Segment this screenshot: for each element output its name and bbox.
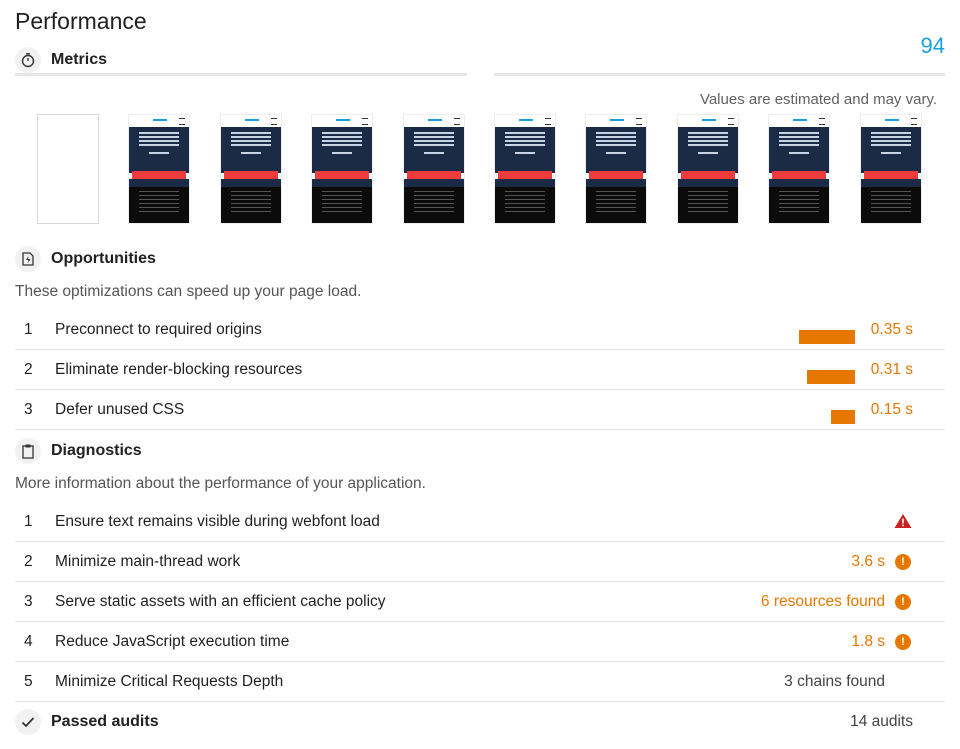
clipboard-icon — [15, 438, 41, 464]
row-value: 0.35 s — [870, 321, 913, 338]
filmstrip-frame — [677, 114, 739, 224]
diagnostics-heading: Diagnostics — [51, 442, 142, 459]
row-number: 1 — [24, 512, 33, 530]
row-label: Defer unused CSS — [55, 400, 185, 418]
filmstrip-frame — [585, 114, 647, 224]
row-number: 2 — [24, 552, 33, 570]
filmstrip-frame — [403, 114, 465, 224]
row-value: 3 chains found — [784, 673, 885, 690]
opportunity-row[interactable]: 2 Eliminate render-blocking resources 0.… — [15, 350, 945, 390]
savings-bar — [799, 330, 855, 344]
filmstrip-frame — [128, 114, 190, 224]
metrics-heading: Metrics — [51, 51, 108, 68]
savings-bar — [807, 370, 855, 384]
row-number: 3 — [24, 592, 33, 610]
row-number: 1 — [24, 320, 33, 338]
diagnostics-list: 1 Ensure text remains visible during web… — [15, 502, 945, 702]
row-value: 3.6 s — [851, 553, 885, 570]
diagnostic-row[interactable]: 3 Serve static assets with an efficient … — [15, 582, 945, 622]
info-icon: ! — [895, 594, 911, 610]
row-number: 3 — [24, 400, 33, 418]
metrics-divider-left — [15, 73, 467, 76]
diagnostics-header[interactable]: Diagnostics — [15, 438, 142, 464]
opportunities-header[interactable]: Opportunities — [15, 246, 156, 272]
diagnostic-row[interactable]: 5 Minimize Critical Requests Depth 3 cha… — [15, 662, 945, 702]
row-number: 4 — [24, 632, 33, 650]
filmstrip-frame — [311, 114, 373, 224]
opportunity-row[interactable]: 1 Preconnect to required origins 0.35 s — [15, 310, 945, 350]
row-value: 6 resources found — [760, 593, 885, 610]
opportunities-heading: Opportunities — [51, 250, 156, 267]
performance-score: 94 — [920, 33, 945, 58]
row-label: Minimize main-thread work — [55, 552, 241, 570]
diagnostic-row[interactable]: 4 Reduce JavaScript execution time 1.8 s… — [15, 622, 945, 662]
opportunities-description: These optimizations can speed up your pa… — [15, 283, 362, 300]
page-title: Performance — [15, 8, 147, 34]
row-number: 5 — [24, 672, 33, 690]
warning-triangle-icon — [894, 514, 912, 528]
row-value: 1.8 s — [851, 633, 885, 650]
filmstrip — [37, 114, 927, 224]
opportunities-list: 1 Preconnect to required origins 0.35 s … — [15, 310, 945, 430]
filmstrip-frame — [860, 114, 922, 224]
passed-audits-header[interactable]: Passed audits 14 audits — [15, 707, 945, 737]
savings-bar — [831, 410, 855, 424]
row-label: Eliminate render-blocking resources — [55, 360, 303, 378]
row-value: 0.31 s — [870, 361, 913, 378]
filmstrip-frame — [768, 114, 830, 224]
row-label: Reduce JavaScript execution time — [55, 632, 290, 650]
row-label: Minimize Critical Requests Depth — [55, 672, 284, 690]
row-number: 2 — [24, 360, 33, 378]
filmstrip-frame — [494, 114, 556, 224]
filmstrip-frame — [220, 114, 282, 224]
stopwatch-icon — [15, 47, 41, 73]
diagnostics-description: More information about the performance o… — [15, 475, 426, 492]
diagnostic-row[interactable]: 1 Ensure text remains visible during web… — [15, 502, 945, 542]
passed-audits-title: Passed audits — [15, 709, 159, 735]
metrics-header[interactable]: Metrics — [15, 47, 107, 73]
filmstrip-frame — [37, 114, 99, 224]
row-label: Serve static assets with an efficient ca… — [55, 592, 386, 610]
metrics-divider-right — [494, 73, 945, 76]
row-label: Ensure text remains visible during webfo… — [55, 512, 380, 530]
row-label: Preconnect to required origins — [55, 320, 262, 338]
diagnostic-row[interactable]: 2 Minimize main-thread work 3.6 s ! — [15, 542, 945, 582]
row-value: 0.15 s — [870, 401, 913, 418]
checkmark-icon — [15, 709, 41, 735]
passed-audits-heading: Passed audits — [51, 713, 159, 730]
opportunity-row[interactable]: 3 Defer unused CSS 0.15 s — [15, 390, 945, 430]
info-icon: ! — [895, 554, 911, 570]
info-icon: ! — [895, 634, 911, 650]
estimate-note: Values are estimated and may vary. — [699, 91, 937, 108]
lightning-page-icon — [15, 246, 41, 272]
passed-audits-count: 14 audits — [850, 713, 913, 730]
